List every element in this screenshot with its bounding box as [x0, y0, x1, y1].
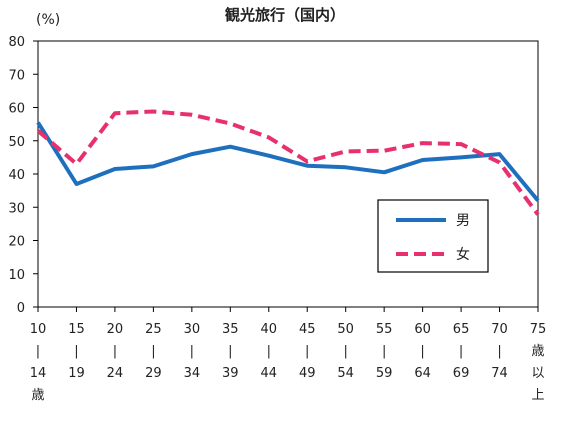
- x-tick-label: 19: [68, 366, 85, 381]
- x-tick-label: 64: [414, 366, 431, 381]
- y-tick-label: 40: [8, 168, 25, 183]
- x-tick-label: 75: [530, 322, 547, 337]
- x-tick-label: 歳: [31, 388, 44, 403]
- x-tick-label: 15: [68, 322, 85, 337]
- x-tick-label: 65: [453, 322, 470, 337]
- y-tick-label: 0: [17, 301, 25, 316]
- series-line-1: [36, 121, 540, 202]
- x-tick-label: 54: [337, 366, 354, 381]
- series-line-2: [36, 109, 540, 216]
- x-tick-label: |: [228, 344, 232, 359]
- x-tick-label: 45: [299, 322, 316, 337]
- x-tick-label: 10: [30, 322, 47, 337]
- x-tick-label: |: [190, 344, 194, 359]
- x-tick-label: 70: [491, 322, 508, 337]
- x-tick-label: 14: [30, 366, 47, 381]
- x-tick-label: 歳: [531, 344, 544, 359]
- x-tick-label: 29: [145, 366, 162, 381]
- x-tick-label: |: [382, 344, 386, 359]
- x-tick-label: 59: [376, 366, 393, 381]
- y-tick-label: 80: [8, 35, 25, 50]
- x-tick-label: 50: [337, 322, 354, 337]
- chart-title: 観光旅行（国内）: [224, 6, 345, 24]
- y-axis-unit: (%): [36, 12, 61, 28]
- x-tick-label: |: [420, 344, 424, 359]
- y-tick-label: 30: [8, 201, 25, 216]
- x-tick-label: 上: [531, 388, 544, 403]
- y-tick-label: 70: [8, 68, 25, 83]
- y-tick-label: 10: [8, 268, 25, 283]
- x-tick-label: 34: [184, 366, 201, 381]
- x-tick-label: 40: [260, 322, 277, 337]
- x-tick-label: 30: [184, 322, 201, 337]
- y-tick-label: 50: [8, 135, 25, 150]
- x-tick-label: 以: [531, 366, 544, 381]
- x-tick-label: |: [305, 344, 309, 359]
- y-tick-label: 20: [8, 235, 25, 250]
- x-tick-label: |: [343, 344, 347, 359]
- legend-label-2: 女: [456, 246, 470, 263]
- y-tick-label: 60: [8, 102, 25, 117]
- x-tick-label: 55: [376, 322, 393, 337]
- legend-label-1: 男: [456, 213, 470, 229]
- x-tick-label: 44: [260, 366, 277, 381]
- x-tick-label: 60: [414, 322, 431, 337]
- x-tick-label: |: [74, 344, 78, 359]
- x-tick-label: 35: [222, 322, 239, 337]
- legend-box: [377, 199, 489, 273]
- x-tick-label: |: [113, 344, 117, 359]
- x-tick-label: |: [267, 344, 271, 359]
- x-tick-label: 20: [107, 322, 124, 337]
- x-tick-label: |: [36, 344, 40, 359]
- x-tick-label: 24: [107, 366, 124, 381]
- x-tick-label: |: [497, 344, 501, 359]
- x-tick-label: 69: [453, 366, 470, 381]
- x-tick-label: 74: [491, 366, 508, 381]
- x-tick-label: 49: [299, 366, 316, 381]
- x-tick-label: |: [151, 344, 155, 359]
- x-tick-label: 25: [145, 322, 162, 337]
- x-tick-label: |: [459, 344, 463, 359]
- x-tick-label: 39: [222, 366, 239, 381]
